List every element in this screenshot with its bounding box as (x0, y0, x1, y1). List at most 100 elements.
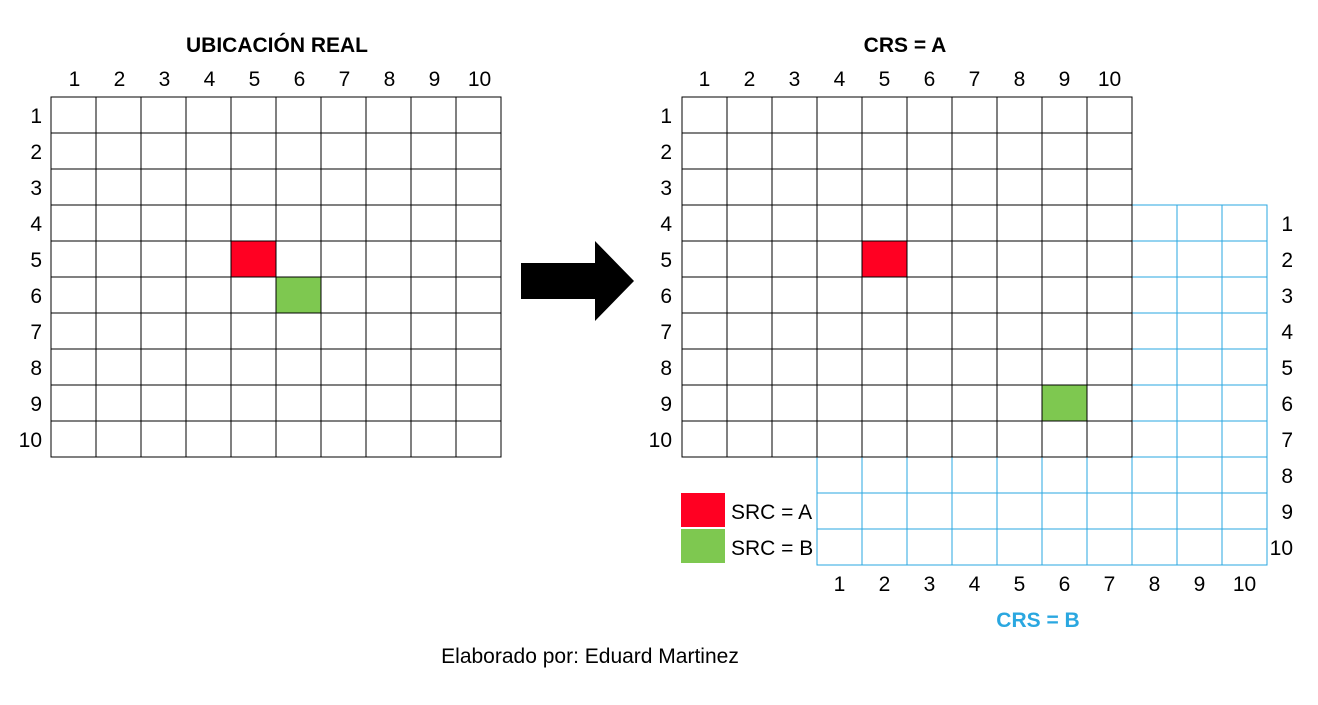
crs-a-grid-cell (681, 420, 728, 458)
left-grid-cell (95, 348, 142, 386)
left-col-label: 7 (339, 68, 351, 91)
crs-a-grid-cell (771, 96, 818, 134)
left-grid (50, 96, 502, 458)
crs-b-grid-cell (1221, 276, 1268, 314)
left-grid-cell (455, 348, 502, 386)
left-grid-cell (95, 276, 142, 314)
left-col-label: 6 (294, 68, 306, 91)
left-grid-cell (95, 420, 142, 458)
crs-a-grid-cell (996, 132, 1043, 170)
crs-a-grid-cell (1086, 312, 1133, 350)
crs-b-grid-cell (1041, 492, 1088, 530)
crs-a-grid-cell (861, 384, 908, 422)
crs-a-grid-cell (906, 240, 953, 278)
crs-a-grid-cell (1086, 96, 1133, 134)
crs-a-grid-cell (996, 384, 1043, 422)
legend-swatch-red (681, 493, 725, 527)
crs-b-grid-cell (996, 456, 1043, 494)
crs-a-grid-cell (816, 132, 863, 170)
crs-b-grid-cell (1131, 348, 1178, 386)
crs-b-col-label: 8 (1149, 573, 1161, 596)
crs-a-grid-cell (726, 96, 773, 134)
crs-a-grid-cell (1041, 168, 1088, 206)
crs-b-row-label: 2 (1281, 249, 1293, 272)
crs-a-col-label: 7 (969, 68, 981, 91)
crs-b-grid-cell (816, 348, 863, 386)
crs-b-grid-cell (996, 312, 1043, 350)
crs-a-grid-cell (996, 96, 1043, 134)
crs-a-highlight-cell-1 (862, 241, 907, 277)
crs-b-grid-cell (1086, 204, 1133, 242)
crs-a-row-label: 10 (649, 429, 672, 452)
crs-a-grid-cell (816, 96, 863, 134)
left-grid-cell (185, 348, 232, 386)
crs-b-grid-cell (1041, 528, 1088, 566)
crs-b-grid-cell (861, 456, 908, 494)
crs-a-grid-cell (681, 276, 728, 314)
left-grid-cell (185, 204, 232, 242)
left-grid-cell (230, 312, 277, 350)
crs-b-grid-cell (1221, 384, 1268, 422)
left-grid-cell (230, 276, 277, 314)
crs-a-grid-cell (771, 420, 818, 458)
left-grid-cell (365, 312, 412, 350)
crs-a-grid-cell (1041, 420, 1088, 458)
crs-b-row-label: 6 (1281, 393, 1293, 416)
crs-b-grid-cell (996, 240, 1043, 278)
crs-a-grid-cell (1086, 132, 1133, 170)
crs-b-grid-cell (996, 420, 1043, 458)
left-grid-cell (275, 168, 322, 206)
crs-a-grid-cell (1086, 240, 1133, 278)
left-grid-cell (275, 384, 322, 422)
crs-a-grid-cell (861, 204, 908, 242)
crs-a-row-label: 6 (660, 285, 672, 308)
crs-b-title: CRS = B (996, 609, 1079, 632)
crs-a-grid-cell (951, 276, 998, 314)
crs-b-grid-cell (816, 456, 863, 494)
footer-credit: Elaborado por: Eduard Martinez (441, 645, 739, 668)
left-row-label: 4 (30, 213, 42, 236)
crs-a-grid-cell (951, 96, 998, 134)
crs-b-grid-cell (996, 348, 1043, 386)
left-row-label: 10 (19, 429, 42, 452)
left-grid-cell (275, 348, 322, 386)
left-grid-title: UBICACIÓN REAL (186, 33, 368, 57)
left-grid-cell (455, 312, 502, 350)
crs-a-grid-cell (771, 312, 818, 350)
crs-b-row-label: 10 (1270, 537, 1293, 560)
left-grid-cell (185, 276, 232, 314)
left-grid-cell (230, 168, 277, 206)
left-grid-cell (455, 204, 502, 242)
crs-b-grid-cell (1176, 528, 1223, 566)
crs-b-row-label: 7 (1281, 429, 1293, 452)
crs-a-row-label: 1 (660, 105, 672, 128)
crs-b-grid-cell (996, 204, 1043, 242)
left-grid-cell (410, 420, 457, 458)
crs-a-grid-cell (681, 348, 728, 386)
crs-a-grid-cell (996, 240, 1043, 278)
left-grid-cell (140, 204, 187, 242)
left-grid-cell (50, 384, 97, 422)
left-grid-cell (455, 132, 502, 170)
crs-a-grid-cell (951, 384, 998, 422)
crs-a-grid-cell (906, 312, 953, 350)
crs-a-col-label: 9 (1059, 68, 1071, 91)
crs-b-col-label: 7 (1104, 573, 1116, 596)
left-grid-cell (275, 420, 322, 458)
crs-b-col-label: 4 (969, 573, 981, 596)
crs-b-grid-cell (1131, 240, 1178, 278)
crs-a-grid-cell (906, 276, 953, 314)
left-grid-cell (230, 384, 277, 422)
crs-b-grid-cell (1086, 348, 1133, 386)
crs-a-col-label: 2 (744, 68, 756, 91)
crs-b-grid-cell (996, 384, 1043, 422)
crs-b-grid-cell (951, 204, 998, 242)
left-col-label: 1 (69, 68, 81, 91)
crs-b-grid-cell (1041, 456, 1088, 494)
crs-b-grid-cell (1131, 492, 1178, 530)
left-grid-cell (140, 168, 187, 206)
crs-b-grid-cell (1086, 528, 1133, 566)
crs-a-grid-cell (996, 276, 1043, 314)
crs-b-grid-cell (1176, 276, 1223, 314)
